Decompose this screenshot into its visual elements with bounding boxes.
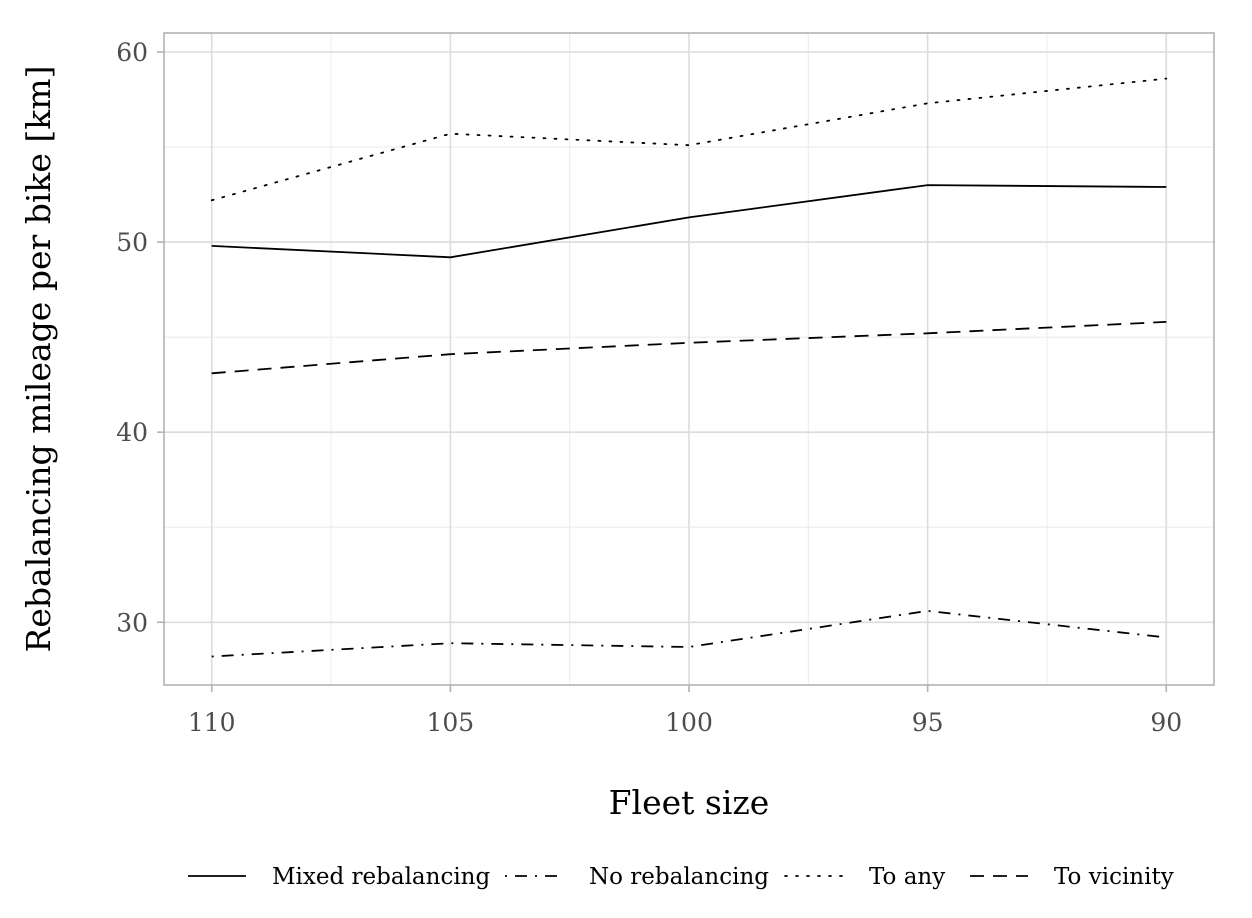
legend-label: To vicinity [1054, 864, 1174, 890]
legend-label: To any [869, 864, 945, 890]
legend-label: Mixed rebalancing [272, 864, 490, 890]
x-tick-label: 105 [427, 708, 475, 737]
x-tick-label: 100 [665, 708, 713, 737]
x-tick-label: 110 [188, 708, 236, 737]
x-axis-title: Fleet size [609, 783, 770, 822]
y-tick-label: 50 [116, 228, 148, 257]
grid [164, 33, 1214, 685]
series-line-to-any [210, 77, 1168, 202]
series-line-mixed-rebalancing [211, 184, 1167, 259]
legend-item: Mixed rebalancing [188, 864, 490, 890]
y-axis-title: Rebalancing mileage per bike [km] [19, 66, 58, 653]
y-tick-label: 60 [116, 38, 148, 67]
legend-item: To vicinity [970, 864, 1174, 890]
legend-label: No rebalancing [589, 864, 769, 890]
legend: Mixed rebalancing No rebalancing To any To … [188, 864, 1174, 890]
series-lines [210, 77, 1168, 658]
legend-item: No rebalancing [505, 864, 769, 890]
x-tick-label: 95 [912, 708, 944, 737]
axes: 110 105 100 95 90 30 40 50 60 [116, 38, 1182, 737]
y-tick-label: 40 [116, 418, 148, 447]
x-tick-label: 90 [1150, 708, 1182, 737]
series-line-no-rebalancing [211, 609, 1167, 658]
y-tick-label: 30 [116, 608, 148, 637]
legend-item: To any [784, 864, 945, 890]
